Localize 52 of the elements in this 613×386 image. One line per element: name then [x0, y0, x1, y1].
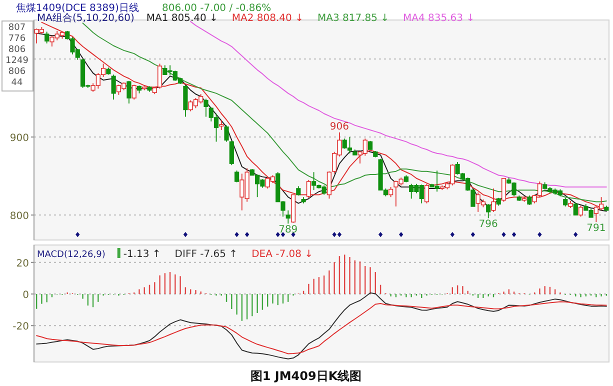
text: MA1 805.40 ↓: [146, 13, 218, 24]
legend-title: MA组合(5,10,20,60): [37, 12, 134, 24]
text: MA3 817.85 ↓: [317, 13, 390, 24]
y-tick-label: 800: [10, 211, 29, 222]
candlestick: [157, 63, 162, 90]
text: 807: [8, 23, 26, 33]
candlestick: [326, 170, 332, 200]
text: DEA -7.08 ↓: [252, 249, 314, 260]
annotation: 791: [586, 223, 606, 234]
candlestick: [224, 124, 229, 142]
chart-title: 焦煤1409(DCE 8389)日线: [16, 2, 139, 14]
y-tick-label: -20: [12, 322, 29, 333]
text: 806: [8, 45, 26, 55]
candlestick: [219, 119, 224, 130]
candlestick: [44, 31, 50, 44]
text: 44: [11, 78, 23, 88]
candlestick: [204, 98, 208, 118]
text: 776: [8, 34, 26, 44]
annotation: 796: [478, 219, 498, 230]
y-tick-label: 900: [10, 133, 29, 144]
candlestick: [573, 202, 578, 216]
candlestick: [527, 195, 532, 206]
text: 806: [8, 67, 26, 77]
text: MACD(12,26,9): [37, 250, 106, 260]
candlestick: [132, 84, 136, 100]
candlestick: [234, 170, 240, 183]
line-series: [190, 21, 607, 188]
candlestick: [578, 205, 584, 218]
candlestick: [424, 183, 430, 204]
candlestick: [501, 178, 506, 202]
candlestick: [296, 186, 301, 196]
text: MA2 808.40 ↓: [232, 13, 304, 24]
annotation: 789: [278, 224, 298, 236]
candlestick: [111, 74, 116, 100]
candlestick: [183, 85, 188, 118]
annotation: 906: [330, 121, 350, 132]
candlestick: [126, 80, 132, 104]
y-tick-label: 20: [16, 258, 29, 270]
candlestick: [306, 179, 311, 198]
line-series: [36, 301, 607, 354]
line-series: [36, 292, 607, 360]
y-tick-label: 0: [22, 290, 29, 302]
caption: 图1 JM409日K线图: [250, 369, 362, 383]
text: 1249: [6, 56, 29, 66]
text: DIFF -7.65 ↑: [174, 249, 238, 260]
chart-subtitle: 806.00 -7.00 / -0.86%: [162, 3, 272, 14]
candlestick: [388, 186, 394, 198]
legend-label: -1.13 ↑: [123, 249, 161, 260]
candlestick: [486, 204, 491, 219]
candlestick: [229, 140, 234, 166]
text: MA4 835.63 ↓: [403, 13, 475, 24]
candlestick: [286, 210, 290, 224]
